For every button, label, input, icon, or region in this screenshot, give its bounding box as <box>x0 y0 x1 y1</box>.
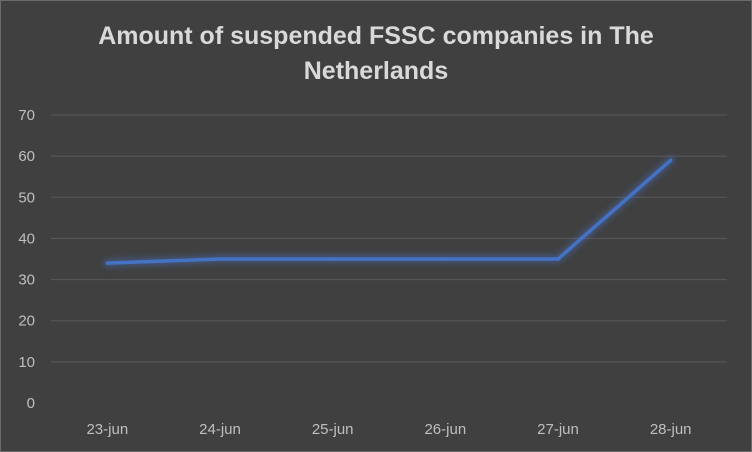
x-axis-ticks: 23-jun 24-jun 25-jun 26-jun 27-jun 28-jun <box>86 421 691 438</box>
series-line <box>105 158 673 265</box>
y-tick-label: 30 <box>18 272 35 289</box>
data-point <box>556 257 560 261</box>
y-tick-label: 20 <box>18 313 35 330</box>
x-tick-label: 24-jun <box>199 421 241 438</box>
chart-title-line-2: Netherlands <box>303 57 449 85</box>
y-tick-label: 40 <box>18 230 35 247</box>
x-tick-label: 23-jun <box>86 421 128 438</box>
data-point <box>668 158 673 163</box>
data-point <box>105 261 110 265</box>
chart-title-line-1: Amount of suspended FSSC companies in Th… <box>98 22 654 50</box>
y-tick-label: 70 <box>18 107 35 124</box>
data-point <box>218 257 222 261</box>
x-tick-label: 27-jun <box>537 421 579 438</box>
y-tick-label: 0 <box>27 395 35 412</box>
y-tick-label: 50 <box>18 189 35 206</box>
x-tick-label: 28-jun <box>650 421 692 438</box>
y-axis-ticks: 0 10 20 30 40 50 60 70 <box>18 107 35 412</box>
grid-layer <box>51 114 727 363</box>
series-layer <box>103 156 675 268</box>
y-tick-label: 60 <box>18 148 35 165</box>
x-tick-label: 26-jun <box>424 421 466 438</box>
data-point <box>330 257 335 261</box>
data-point <box>443 257 448 261</box>
chart-title: Amount of suspended FSSC companies in Th… <box>1 19 751 89</box>
y-tick-label: 10 <box>18 354 35 371</box>
x-tick-label: 25-jun <box>312 421 354 438</box>
series-line-glow <box>103 156 675 268</box>
